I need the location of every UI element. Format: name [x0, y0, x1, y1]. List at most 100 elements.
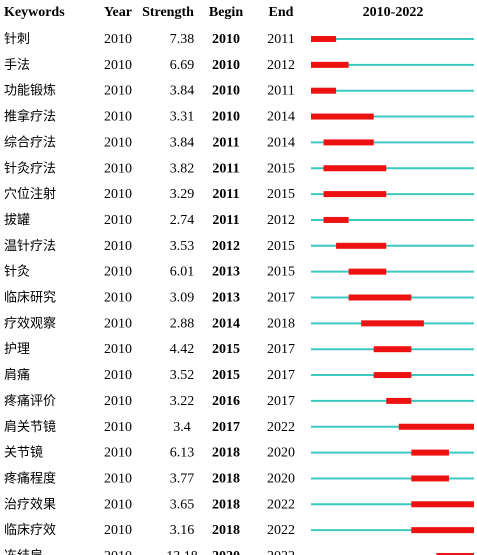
- end-cell: 2017: [267, 368, 295, 383]
- strength-cell: 3.82: [170, 161, 195, 176]
- end-cell: 2015: [267, 239, 295, 254]
- year-cell: 2010: [104, 523, 132, 538]
- year-cell: 2010: [104, 135, 132, 150]
- strength-cell: 3.09: [170, 291, 195, 306]
- end-cell: 2015: [267, 187, 295, 202]
- keyword-label: 拔罐: [4, 213, 30, 228]
- year-cell: 2010: [104, 84, 132, 99]
- keyword-label: 临床疗效: [4, 523, 56, 538]
- strength-cell: 3.29: [170, 187, 195, 202]
- keyword-label: 疗效观察: [4, 316, 56, 331]
- burst-bar: [436, 553, 474, 555]
- burst-bar: [336, 242, 387, 249]
- end-cell: 2014: [267, 135, 295, 150]
- keyword-label: 肩关节镜: [4, 419, 56, 435]
- end-cell: 2012: [267, 58, 295, 73]
- end-cell: 2022: [267, 497, 295, 512]
- burst-bar: [323, 165, 387, 172]
- burst-bar: [348, 268, 387, 275]
- begin-cell: 2016: [212, 394, 240, 409]
- begin-cell: 2010: [212, 58, 240, 73]
- keyword-label: 温针疗法: [4, 239, 56, 254]
- burst-bar: [311, 36, 337, 42]
- year-cell: 2010: [104, 110, 132, 125]
- year-cell: 2010: [104, 497, 132, 512]
- header-keywords: Keywords: [4, 5, 65, 20]
- begin-cell: 2018: [212, 497, 240, 512]
- year-cell: 2010: [104, 394, 132, 409]
- strength-cell: 6.69: [170, 58, 195, 73]
- strength-cell: 3.84: [170, 84, 195, 99]
- keyword-label: 针灸: [4, 265, 30, 280]
- strength-cell: 3.65: [170, 497, 195, 512]
- year-cell: 2010: [104, 446, 132, 461]
- header-end: End: [269, 5, 294, 20]
- year-cell: 2010: [104, 239, 132, 254]
- strength-cell: 3.31: [170, 110, 195, 125]
- keyword-label: 推拿疗法: [4, 109, 56, 125]
- burst-bar: [323, 139, 374, 146]
- burst-bar: [311, 87, 337, 94]
- strength-cell: 7.38: [170, 32, 195, 47]
- year-cell: 2010: [104, 58, 132, 73]
- end-cell: 2015: [267, 265, 295, 280]
- burst-bar: [311, 61, 349, 68]
- burst-bar: [411, 475, 449, 482]
- strength-cell: 3.4: [173, 420, 191, 435]
- year-cell: 2010: [104, 32, 132, 47]
- header-timeline: 2010-2022: [363, 5, 424, 20]
- year-cell: 2010: [104, 316, 132, 331]
- header-begin: Begin: [209, 5, 243, 20]
- strength-cell: 3.84: [170, 135, 195, 150]
- end-cell: 2017: [267, 394, 295, 409]
- begin-cell: 2015: [212, 368, 240, 383]
- keyword-label: 关节镜: [4, 446, 43, 461]
- keyword-label: 肩痛: [4, 367, 30, 383]
- burst-bar: [361, 320, 424, 327]
- burst-bar: [411, 449, 449, 456]
- keyword-label: 针灸疗法: [4, 161, 56, 176]
- year-cell: 2010: [104, 342, 132, 357]
- strength-cell: 2.88: [170, 316, 195, 331]
- burst-bar: [411, 527, 474, 534]
- end-cell: 2020: [267, 471, 295, 486]
- keyword-label: 功能锻炼: [4, 84, 56, 99]
- begin-cell: 2018: [212, 446, 240, 461]
- end-cell: 2022: [267, 549, 295, 555]
- burst-bar: [386, 397, 412, 404]
- year-cell: 2010: [104, 187, 132, 202]
- begin-cell: 2011: [212, 161, 239, 176]
- begin-cell: 2017: [212, 420, 240, 435]
- strength-cell: 3.22: [170, 394, 195, 409]
- begin-cell: 2010: [212, 84, 240, 99]
- begin-cell: 2015: [212, 342, 240, 357]
- burst-bar: [311, 113, 374, 120]
- end-cell: 2020: [267, 446, 295, 461]
- year-cell: 2010: [104, 420, 132, 435]
- keyword-label: 护理: [4, 342, 30, 357]
- burst-bar: [411, 501, 474, 508]
- year-cell: 2010: [104, 471, 132, 486]
- keyword-label: 综合疗法: [4, 135, 56, 150]
- keyword-label: 冻结肩: [4, 548, 43, 555]
- strength-cell: 3.16: [170, 523, 195, 538]
- burst-bar: [398, 423, 474, 430]
- end-cell: 2015: [267, 161, 295, 176]
- keyword-label: 疼痛评价: [4, 393, 56, 409]
- end-cell: 2011: [267, 84, 294, 99]
- year-cell: 2010: [104, 161, 132, 176]
- begin-cell: 2011: [212, 187, 239, 202]
- strength-cell: 3.53: [170, 239, 195, 254]
- year-cell: 2010: [104, 213, 132, 228]
- burst-bar: [373, 346, 412, 353]
- keyword-label: 治疗效果: [4, 497, 56, 512]
- begin-cell: 2014: [212, 316, 240, 331]
- year-cell: 2010: [104, 368, 132, 383]
- keyword-label: 针刺: [4, 32, 30, 47]
- burst-bar: [323, 191, 387, 198]
- begin-cell: 2011: [212, 135, 239, 150]
- strength-cell: 3.77: [170, 471, 195, 486]
- end-cell: 2012: [267, 213, 295, 228]
- year-cell: 2010: [104, 549, 132, 555]
